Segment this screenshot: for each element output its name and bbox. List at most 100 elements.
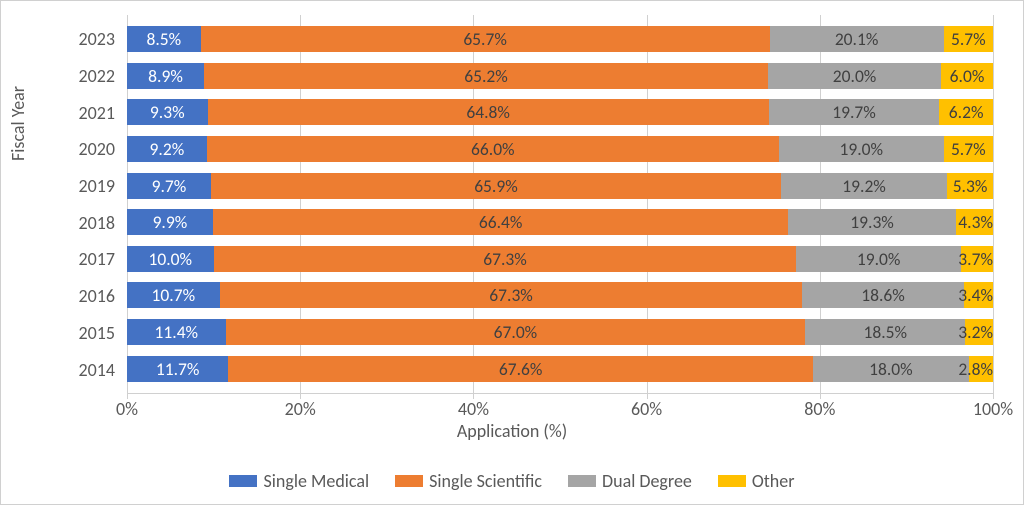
legend-swatch bbox=[395, 475, 423, 487]
legend-label: Dual Degree bbox=[602, 470, 692, 492]
bars-container: 8.5% 65.7% 20.1% 5.7% 8.9% 65.2% 20.0% 6.0% 9.3%… bbox=[127, 15, 993, 393]
bar-segment: 65.9% bbox=[211, 173, 781, 199]
bar-segment: 5.3% bbox=[947, 173, 993, 199]
bar-segment: 5.7% bbox=[944, 136, 993, 162]
bar-segment: 8.5% bbox=[127, 26, 201, 52]
bar-row: 11.7%67.6% 18.0% 2.8% bbox=[127, 356, 993, 382]
bar-segment-label: 20.0% bbox=[833, 65, 877, 87]
bar-segment-label: 11.4% bbox=[155, 321, 199, 343]
bar-segment-label: 10.7% bbox=[152, 284, 196, 306]
bar-segment: 11.7% bbox=[127, 356, 228, 382]
bar-segment-label: 19.2% bbox=[842, 175, 886, 197]
x-tick-label: 80% bbox=[804, 398, 835, 420]
bar-segment-label: 67.3% bbox=[489, 284, 533, 306]
x-axis-title: Application (%) bbox=[1, 420, 1023, 442]
bar-segment-label: 4.3% bbox=[958, 211, 993, 233]
bar-segment-label: 3.4% bbox=[958, 284, 993, 306]
bar-segment: 9.7% bbox=[127, 173, 211, 199]
bar-segment: 8.9% bbox=[127, 63, 204, 89]
bar-segment-label: 5.7% bbox=[951, 138, 986, 160]
bar-segment: 2.8% bbox=[969, 356, 993, 382]
bar-segment-label: 18.5% bbox=[864, 321, 908, 343]
bar-segment-label: 2.8% bbox=[958, 358, 993, 380]
legend-swatch bbox=[718, 475, 746, 487]
bar-segment: 67.6% bbox=[228, 356, 813, 382]
bar-segment: 65.7% bbox=[201, 26, 770, 52]
legend-item: Other bbox=[718, 470, 795, 492]
bar-segment-label: 67.0% bbox=[494, 321, 538, 343]
bar-segment-label: 8.5% bbox=[146, 28, 181, 50]
x-tick-label: 60% bbox=[631, 398, 662, 420]
bar-row: 8.9% 65.2% 20.0% 6.0% bbox=[127, 63, 993, 89]
bar-segment-label: 65.2% bbox=[464, 65, 508, 87]
bar-row: 9.3% 64.8% 19.7% 6.2% bbox=[127, 99, 993, 125]
bar-row: 9.9% 66.4% 19.3%4.3% bbox=[127, 209, 993, 235]
bar-segment: 5.7% bbox=[944, 26, 993, 52]
y-tick-label: 2021 bbox=[71, 100, 121, 126]
plot-area: 8.5% 65.7% 20.1% 5.7% 8.9% 65.2% 20.0% 6.0% 9.3%… bbox=[127, 15, 993, 394]
y-tick-label: 2017 bbox=[71, 246, 121, 272]
legend-label: Single Medical bbox=[263, 470, 369, 492]
bar-segment-label: 6.0% bbox=[950, 65, 985, 87]
legend-item: Dual Degree bbox=[568, 470, 692, 492]
bar-segment-label: 19.0% bbox=[857, 248, 901, 270]
chart-frame: Fiscal Year 2023202220212020201920182017… bbox=[0, 0, 1024, 505]
bar-segment-label: 67.3% bbox=[483, 248, 527, 270]
bar-segment: 67.3% bbox=[220, 282, 803, 308]
bar-row: 9.7% 65.9% 19.2% 5.3% bbox=[127, 173, 993, 199]
bar-segment: 3.4% bbox=[964, 282, 993, 308]
x-tick-label: 40% bbox=[458, 398, 489, 420]
bar-segment-label: 65.7% bbox=[463, 28, 507, 50]
bar-segment: 64.8% bbox=[208, 99, 769, 125]
bar-segment-label: 65.9% bbox=[474, 175, 518, 197]
y-tick-label: 2014 bbox=[71, 357, 121, 383]
bar-segment: 19.7% bbox=[769, 99, 940, 125]
bar-segment-label: 66.0% bbox=[471, 138, 515, 160]
x-tick-label: 20% bbox=[285, 398, 316, 420]
bar-segment: 3.7% bbox=[961, 246, 993, 272]
bar-row: 10.7% 67.3% 18.6% 3.4% bbox=[127, 282, 993, 308]
bar-segment-label: 6.2% bbox=[949, 101, 984, 123]
legend-item: Single Medical bbox=[229, 470, 369, 492]
bar-segment-label: 9.7% bbox=[152, 175, 187, 197]
bar-segment: 67.0% bbox=[226, 319, 806, 345]
legend-label: Other bbox=[752, 470, 795, 492]
bar-segment-label: 10.0% bbox=[149, 248, 193, 270]
bar-row: 11.4% 67.0% 18.5% 3.2% bbox=[127, 319, 993, 345]
bar-segment: 10.7% bbox=[127, 282, 220, 308]
bar-segment: 10.0% bbox=[127, 246, 214, 272]
bar-segment: 3.2% bbox=[965, 319, 993, 345]
bar-segment: 19.2% bbox=[781, 173, 947, 199]
bar-segment: 66.0% bbox=[207, 136, 779, 162]
bar-segment-label: 18.6% bbox=[861, 284, 905, 306]
legend-swatch bbox=[568, 475, 596, 487]
bar-segment-label: 64.8% bbox=[466, 101, 510, 123]
bar-segment: 6.2% bbox=[939, 99, 993, 125]
bar-segment: 19.3% bbox=[788, 209, 955, 235]
bar-segment-label: 9.2% bbox=[150, 138, 185, 160]
bar-segment-label: 20.1% bbox=[835, 28, 879, 50]
bar-row: 10.0% 67.3% 19.0% 3.7% bbox=[127, 246, 993, 272]
y-tick-label: 2019 bbox=[71, 173, 121, 199]
bar-segment: 67.3% bbox=[214, 246, 797, 272]
bar-segment-label: 66.4% bbox=[479, 211, 523, 233]
bar-segment-label: 5.3% bbox=[953, 175, 988, 197]
y-tick-label: 2018 bbox=[71, 210, 121, 236]
legend: Single Medical Single Scientific Dual Degr… bbox=[1, 470, 1023, 492]
x-tick-label: 0% bbox=[116, 398, 138, 420]
bar-segment: 9.9% bbox=[127, 209, 213, 235]
bar-segment: 20.0% bbox=[768, 63, 941, 89]
bar-segment-label: 19.0% bbox=[839, 138, 883, 160]
bar-segment: 19.0% bbox=[779, 136, 944, 162]
y-tick-label: 2016 bbox=[71, 283, 121, 309]
bar-segment: 9.3% bbox=[127, 99, 208, 125]
legend-label: Single Scientific bbox=[429, 470, 542, 492]
y-axis-ticks: 2023202220212020201920182017201620152014 bbox=[71, 15, 121, 394]
bar-segment: 11.4% bbox=[127, 319, 226, 345]
bar-segment-label: 18.0% bbox=[869, 358, 913, 380]
y-tick-label: 2022 bbox=[71, 63, 121, 89]
y-tick-label: 2015 bbox=[71, 320, 121, 346]
y-tick-label: 2023 bbox=[71, 26, 121, 52]
legend-item: Single Scientific bbox=[395, 470, 542, 492]
bar-row: 8.5% 65.7% 20.1% 5.7% bbox=[127, 26, 993, 52]
